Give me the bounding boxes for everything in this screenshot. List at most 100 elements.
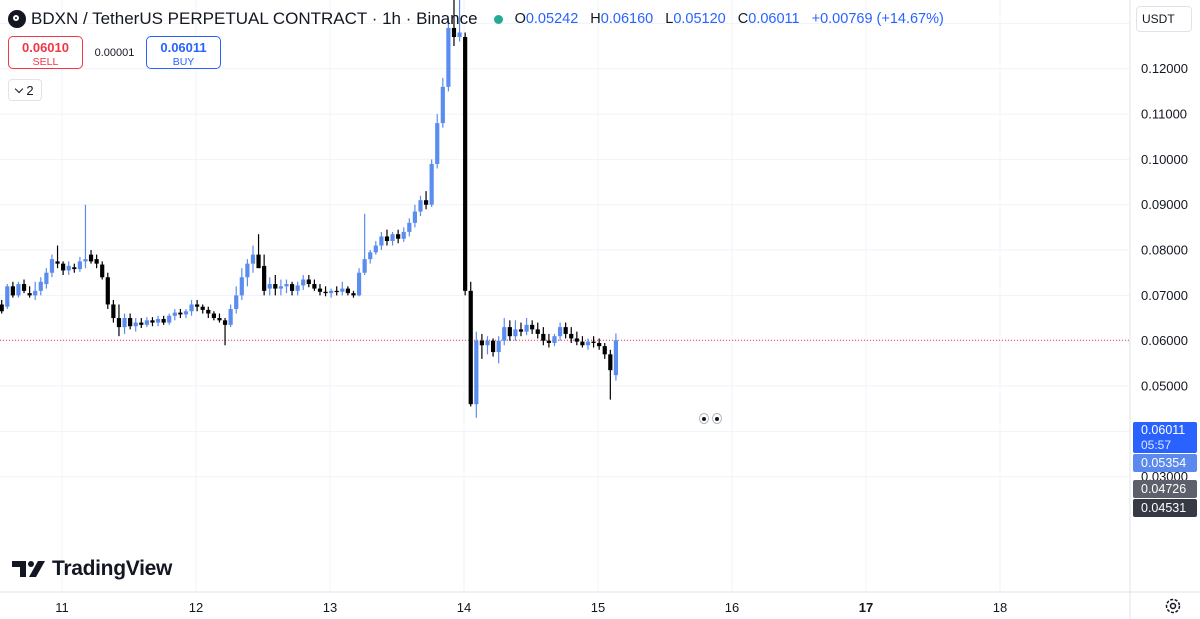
candle bbox=[535, 322, 540, 339]
candle-body bbox=[61, 263, 66, 271]
candle-body bbox=[239, 277, 244, 296]
candle bbox=[569, 327, 574, 343]
candle bbox=[490, 338, 496, 357]
sell-price: 0.06010 bbox=[22, 40, 69, 55]
price-tick-label: 0.12000 bbox=[1141, 61, 1188, 76]
candle-body bbox=[33, 290, 38, 296]
gear-icon[interactable] bbox=[1164, 597, 1182, 615]
candle-body bbox=[21, 284, 27, 291]
candle-body bbox=[407, 222, 412, 232]
candle bbox=[384, 229, 390, 246]
candle bbox=[155, 315, 161, 327]
candle-body bbox=[574, 338, 579, 342]
candle bbox=[161, 315, 166, 325]
candle bbox=[83, 204, 88, 269]
candle-body bbox=[217, 318, 222, 321]
candle-body bbox=[524, 324, 529, 332]
candle-body bbox=[27, 293, 32, 296]
candle bbox=[245, 259, 250, 287]
sell-button[interactable]: 0.06010 SELL bbox=[8, 36, 83, 69]
close-value: 0.06011 bbox=[748, 11, 800, 27]
indicators-collapse-button[interactable]: 2 bbox=[8, 79, 42, 101]
candle bbox=[228, 304, 233, 328]
candle-body bbox=[485, 340, 490, 346]
candle bbox=[574, 331, 579, 346]
candle bbox=[33, 281, 38, 300]
candle bbox=[122, 313, 127, 334]
candle-body bbox=[597, 342, 602, 347]
candle bbox=[183, 308, 189, 319]
candle-body bbox=[77, 261, 82, 270]
candle-body bbox=[435, 123, 440, 164]
currency-selector[interactable]: USDT bbox=[1136, 6, 1192, 32]
candle-body bbox=[373, 245, 378, 253]
candle-body bbox=[289, 284, 295, 291]
candle bbox=[211, 311, 216, 321]
candle bbox=[133, 318, 138, 332]
candle-body bbox=[312, 284, 317, 289]
candle bbox=[61, 261, 66, 275]
high-key: H bbox=[590, 11, 601, 27]
candle-body bbox=[38, 281, 43, 291]
time-tick-label: 17 bbox=[859, 600, 873, 615]
buy-button[interactable]: 0.06011 BUY bbox=[146, 36, 221, 69]
candle bbox=[479, 333, 485, 359]
candle-body bbox=[256, 254, 261, 269]
candle-body bbox=[5, 286, 10, 307]
candle-body bbox=[546, 340, 552, 343]
time-tick-label: 18 bbox=[993, 600, 1007, 615]
candle-body bbox=[502, 327, 507, 341]
candle-body bbox=[167, 315, 172, 323]
candle-body bbox=[189, 304, 194, 312]
candle-body bbox=[368, 252, 373, 260]
candle bbox=[200, 304, 205, 314]
candle bbox=[440, 77, 445, 128]
candle-body bbox=[585, 341, 591, 346]
candle bbox=[0, 299, 4, 314]
candle-body bbox=[379, 236, 384, 246]
logo-text: TradingView bbox=[52, 557, 173, 580]
candle-body bbox=[161, 318, 166, 323]
candle bbox=[172, 308, 177, 321]
candle-body bbox=[580, 341, 585, 346]
candle bbox=[356, 268, 362, 297]
candle-body bbox=[100, 264, 105, 278]
candle bbox=[273, 274, 278, 296]
time-tick-label: 16 bbox=[725, 600, 739, 615]
candle-body bbox=[144, 320, 149, 325]
candle-body bbox=[278, 286, 283, 289]
candle bbox=[206, 306, 211, 319]
candle-body bbox=[16, 284, 21, 296]
candle-body bbox=[613, 340, 619, 376]
candle bbox=[423, 191, 429, 210]
candle-body bbox=[183, 311, 189, 315]
candle bbox=[116, 304, 122, 337]
candle-body bbox=[474, 340, 479, 405]
candle-body bbox=[105, 277, 110, 305]
candle bbox=[222, 318, 228, 346]
candle-body bbox=[55, 261, 60, 264]
time-tick-label: 14 bbox=[457, 600, 471, 615]
open-value: 0.05242 bbox=[525, 11, 579, 27]
candle-body bbox=[390, 234, 395, 241]
candle bbox=[55, 245, 60, 269]
candle bbox=[435, 114, 440, 169]
candle-body bbox=[83, 259, 88, 262]
candle bbox=[278, 279, 283, 296]
open-key: O bbox=[514, 11, 526, 27]
candle bbox=[379, 231, 384, 251]
symbol-title[interactable]: BDXN / TetherUS PERPETUAL CONTRACT · 1h … bbox=[31, 9, 478, 28]
candle bbox=[451, 0, 457, 47]
candle bbox=[396, 229, 401, 244]
candle-body bbox=[122, 318, 127, 328]
candle-body bbox=[200, 306, 205, 310]
candle bbox=[474, 331, 479, 418]
candle-body bbox=[245, 263, 250, 278]
tradingview-logo[interactable]: TradingView bbox=[12, 557, 172, 581]
candle-body bbox=[362, 259, 367, 273]
candle bbox=[613, 333, 619, 381]
candle bbox=[301, 274, 306, 290]
candle-body bbox=[234, 295, 239, 309]
candle bbox=[496, 336, 501, 364]
